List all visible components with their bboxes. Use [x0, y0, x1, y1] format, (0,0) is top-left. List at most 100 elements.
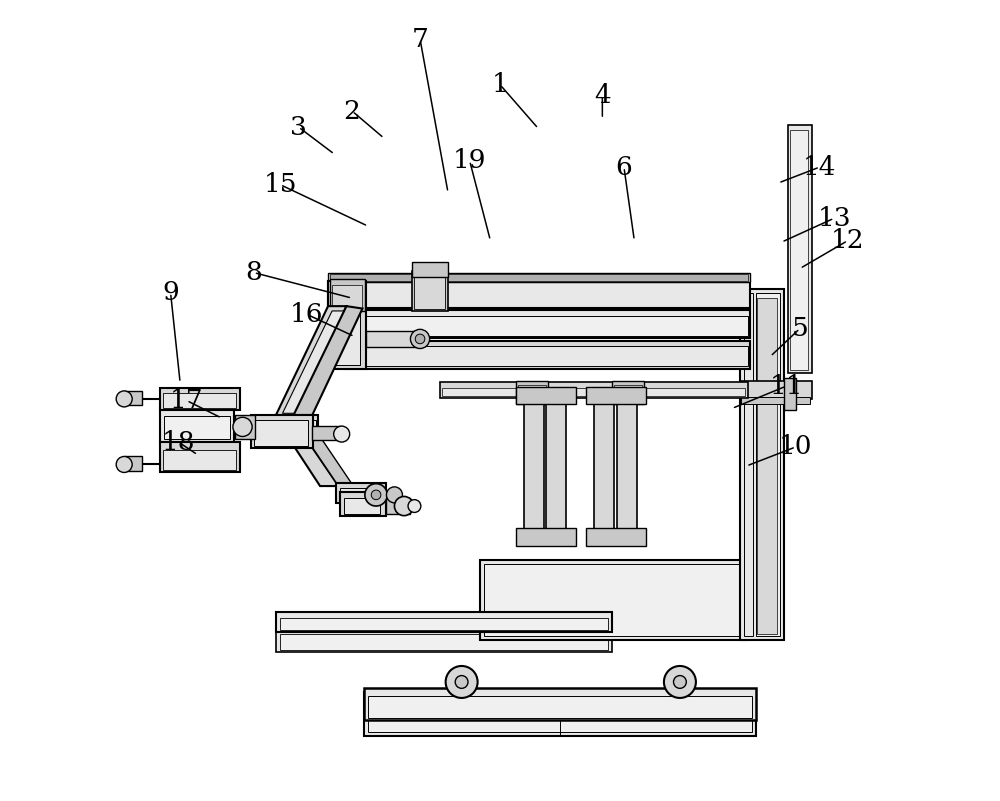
Bar — [484, 565, 744, 636]
Bar — [336, 483, 386, 503]
Bar — [280, 634, 608, 650]
Bar — [276, 613, 612, 632]
Bar — [586, 387, 646, 405]
Text: 3: 3 — [290, 115, 307, 139]
Bar — [364, 692, 756, 736]
Bar — [516, 387, 576, 405]
Text: 4: 4 — [594, 83, 611, 107]
Text: 8: 8 — [245, 260, 262, 285]
Bar — [744, 292, 753, 636]
Bar — [160, 409, 234, 442]
Bar — [546, 400, 566, 537]
Bar — [614, 384, 642, 402]
Bar — [276, 629, 612, 652]
Bar — [594, 400, 614, 537]
Text: 12: 12 — [831, 228, 865, 253]
Bar — [756, 292, 780, 636]
Bar — [328, 280, 366, 368]
Circle shape — [446, 666, 478, 698]
Text: 11: 11 — [770, 373, 803, 399]
Bar — [344, 340, 750, 368]
Circle shape — [386, 487, 402, 503]
Text: 6: 6 — [616, 155, 632, 179]
Polygon shape — [275, 306, 346, 418]
Bar — [414, 276, 445, 308]
Bar — [340, 493, 386, 517]
Bar — [364, 688, 756, 720]
Bar — [330, 316, 748, 336]
Bar — [328, 282, 750, 308]
Bar — [516, 380, 548, 405]
Text: 5: 5 — [791, 316, 808, 341]
Bar — [280, 618, 608, 630]
Bar — [617, 400, 637, 537]
Bar — [330, 279, 365, 311]
Bar — [330, 274, 748, 280]
Polygon shape — [275, 417, 338, 486]
Circle shape — [415, 334, 425, 344]
Bar — [740, 381, 812, 399]
Circle shape — [408, 500, 421, 513]
Bar — [368, 695, 752, 718]
Bar — [366, 331, 418, 347]
Bar — [328, 310, 750, 338]
Bar — [278, 421, 316, 437]
Polygon shape — [283, 311, 344, 413]
Text: 9: 9 — [162, 280, 179, 305]
Bar — [440, 382, 748, 398]
Bar — [312, 426, 340, 441]
Bar — [328, 272, 750, 282]
Bar — [346, 346, 748, 366]
Bar — [163, 393, 236, 408]
Bar — [160, 388, 240, 410]
Bar — [757, 298, 777, 634]
Text: 16: 16 — [290, 302, 323, 327]
Text: 1: 1 — [492, 72, 508, 97]
Text: 17: 17 — [170, 388, 203, 413]
Bar — [586, 529, 646, 546]
Bar — [332, 284, 362, 308]
Bar — [386, 498, 410, 514]
Bar — [741, 396, 810, 405]
Bar — [251, 415, 313, 449]
Text: 14: 14 — [803, 155, 837, 179]
Bar — [163, 450, 236, 470]
Bar — [368, 700, 752, 732]
Text: 15: 15 — [263, 172, 297, 197]
Bar — [412, 262, 448, 276]
Bar — [340, 488, 380, 501]
Bar — [788, 125, 812, 372]
Text: 19: 19 — [453, 148, 486, 173]
Bar — [442, 388, 745, 396]
Bar — [480, 561, 748, 640]
Bar — [124, 457, 142, 471]
Polygon shape — [294, 420, 354, 488]
Circle shape — [334, 426, 350, 442]
Text: 13: 13 — [817, 206, 851, 231]
Text: 18: 18 — [162, 429, 195, 455]
Circle shape — [455, 675, 468, 688]
Circle shape — [410, 329, 430, 348]
Bar — [254, 421, 308, 446]
Bar — [516, 529, 576, 546]
Bar — [518, 384, 546, 402]
Text: 2: 2 — [344, 99, 361, 123]
Bar — [412, 271, 448, 311]
Circle shape — [674, 675, 686, 688]
Text: 7: 7 — [412, 26, 428, 51]
Bar — [612, 380, 644, 405]
Circle shape — [365, 484, 387, 506]
Circle shape — [116, 457, 132, 473]
Circle shape — [233, 417, 252, 437]
Circle shape — [371, 490, 381, 500]
Circle shape — [116, 391, 132, 407]
Bar — [740, 288, 784, 640]
Bar — [344, 498, 380, 514]
Bar — [790, 131, 808, 370]
Bar — [784, 378, 796, 410]
Bar — [275, 415, 318, 439]
Text: 10: 10 — [779, 434, 813, 460]
Bar — [524, 400, 544, 537]
Polygon shape — [292, 306, 362, 421]
Circle shape — [664, 666, 696, 698]
